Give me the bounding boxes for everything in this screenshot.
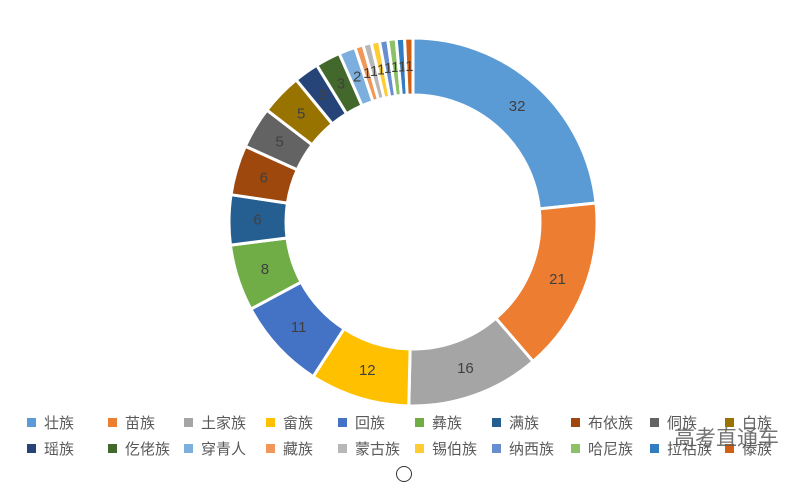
- legend-swatch-icon: [338, 443, 347, 453]
- legend-item: 仡佬族: [108, 438, 170, 458]
- legend-swatch-icon: [27, 417, 36, 427]
- slice-value-label: 11: [291, 319, 307, 336]
- watermark-text: 高考直通车: [674, 426, 779, 450]
- legend-label: 满族: [509, 413, 540, 432]
- slice-value-label: 5: [275, 134, 283, 151]
- legend-swatch-icon: [492, 443, 501, 453]
- legend-label: 回族: [355, 413, 386, 432]
- legend-label: 苗族: [125, 413, 156, 432]
- legend-label: 壮族: [44, 413, 75, 432]
- slice-value-label: 1: [405, 58, 413, 75]
- slice-value-label: 12: [359, 362, 376, 379]
- legend-swatch-icon: [650, 417, 659, 427]
- legend-item: 哈尼族: [571, 438, 633, 458]
- legend-label: 土家族: [201, 413, 247, 432]
- legend-swatch-icon: [571, 417, 580, 427]
- slice-value-label: 6: [260, 170, 268, 187]
- legend-item: 纳西族: [492, 438, 554, 458]
- legend-swatch-icon: [415, 443, 424, 453]
- slice-value-label: 3: [319, 87, 327, 104]
- legend-item: 壮族: [27, 412, 74, 432]
- slice-value-label: 21: [549, 271, 566, 288]
- legend-swatch-icon: [571, 443, 580, 453]
- legend-item: 白族: [725, 412, 772, 432]
- legend-label: 仡佬族: [125, 439, 171, 458]
- legend-label: 傣族: [742, 439, 773, 458]
- legend-swatch-icon: [108, 417, 117, 427]
- legend-item: 穿青人: [184, 438, 246, 458]
- legend-label: 布依族: [588, 413, 634, 432]
- legend-item: 瑶族: [27, 438, 74, 458]
- legend-swatch-icon: [650, 443, 659, 453]
- legend-item: 畲族: [266, 412, 313, 432]
- legend-item: 土家族: [184, 412, 246, 432]
- slice-value-label: 1: [363, 65, 371, 82]
- slice-value-label: 1: [384, 60, 392, 77]
- legend-swatch-icon: [492, 417, 501, 427]
- legend-swatch-icon: [27, 443, 36, 453]
- legend-item: 拉祜族: [650, 438, 712, 458]
- legend-swatch-icon: [266, 443, 275, 453]
- legend-item: 回族: [338, 412, 385, 432]
- legend-label: 畲族: [283, 413, 314, 432]
- legend-item: 藏族: [266, 438, 313, 458]
- legend-item: 蒙古族: [338, 438, 400, 458]
- slice-value-label: 16: [457, 360, 474, 377]
- legend-swatch-icon: [108, 443, 117, 453]
- slice-value-label: 1: [398, 58, 406, 75]
- legend-swatch-icon: [184, 417, 193, 427]
- legend-item: 傣族: [725, 438, 772, 458]
- legend-label: 纳西族: [509, 439, 555, 458]
- slice-value-label: 8: [261, 261, 269, 278]
- slice-20: [402, 36, 415, 97]
- legend-label: 哈尼族: [588, 439, 634, 458]
- legend-item: 满族: [492, 412, 539, 432]
- legend-item: 彝族: [415, 412, 462, 432]
- legend-label: 蒙古族: [355, 439, 401, 458]
- circle-icon: [396, 466, 412, 482]
- legend-label: 瑶族: [44, 439, 75, 458]
- slice-value-label: 1: [377, 61, 385, 78]
- legend-label: 穿青人: [201, 439, 247, 458]
- legend-swatch-icon: [725, 417, 734, 427]
- slice-value-label: 3: [337, 76, 345, 93]
- legend-swatch-icon: [415, 417, 424, 427]
- legend-swatch-icon: [338, 417, 347, 427]
- legend-label: 藏族: [283, 439, 314, 458]
- legend-item: 侗族: [650, 412, 697, 432]
- slice-value-label: 6: [253, 212, 261, 229]
- legend-swatch-icon: [725, 443, 734, 453]
- legend-item: 布依族: [571, 412, 633, 432]
- legend-item: 苗族: [108, 412, 155, 432]
- legend-swatch-icon: [266, 417, 275, 427]
- legend-swatch-icon: [184, 443, 193, 453]
- slice-value-label: 1: [370, 63, 378, 80]
- legend-label: 拉祜族: [667, 439, 713, 458]
- slice-value-label: 5: [297, 105, 305, 122]
- legend-item: 锡伯族: [415, 438, 477, 458]
- slice-value-label: 1: [391, 59, 399, 76]
- legend-label: 锡伯族: [432, 439, 478, 458]
- slice-value-label: 2: [353, 68, 361, 85]
- legend-label: 彝族: [432, 413, 463, 432]
- legend-label: 白族: [742, 413, 773, 432]
- legend-label: 侗族: [667, 413, 698, 432]
- slice-value-label: 32: [509, 98, 526, 115]
